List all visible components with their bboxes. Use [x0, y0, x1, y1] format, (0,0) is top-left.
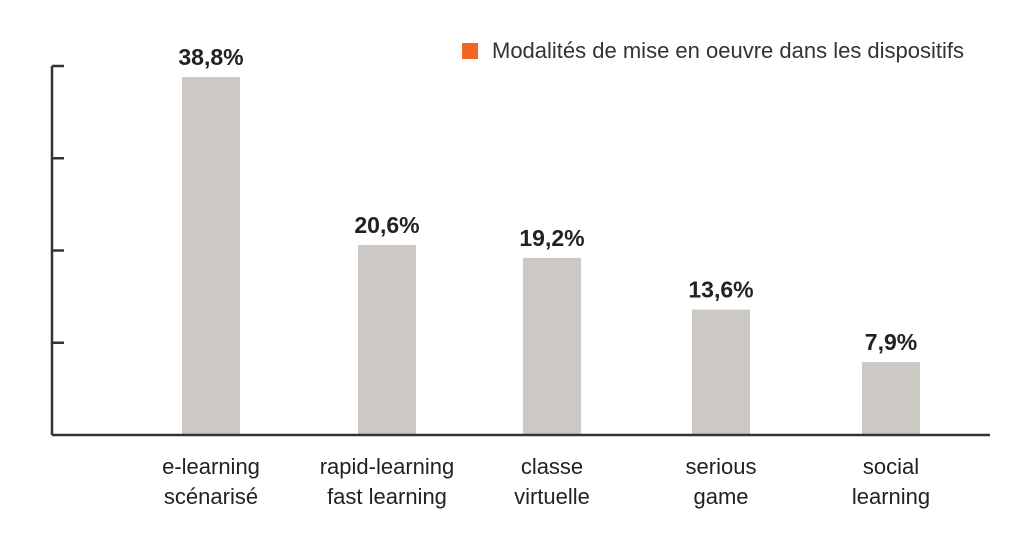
- value-labels-group: 38,8% 20,6% 19,2% 13,6% 7,9%: [178, 44, 917, 355]
- bar: [692, 309, 750, 435]
- category-label: rapid-learning: [320, 454, 455, 479]
- legend-swatch: [462, 43, 478, 59]
- category-label: learning: [852, 484, 930, 509]
- value-label: 20,6%: [354, 212, 419, 238]
- value-label: 38,8%: [178, 44, 243, 70]
- category-label: social: [863, 454, 919, 479]
- category-label: virtuelle: [514, 484, 590, 509]
- value-label: 19,2%: [519, 225, 584, 251]
- bar: [182, 77, 240, 435]
- legend: Modalités de mise en oeuvre dans les dis…: [462, 38, 964, 64]
- category-label: fast learning: [327, 484, 447, 509]
- axes-group: [50, 64, 990, 437]
- category-label: classe: [521, 454, 583, 479]
- bar: [358, 244, 416, 435]
- value-label: 13,6%: [688, 277, 753, 303]
- category-label: serious: [686, 454, 757, 479]
- bar: [523, 257, 581, 435]
- bars-group: [182, 77, 920, 435]
- value-label: 7,9%: [865, 329, 917, 355]
- category-label: e-learning: [162, 454, 260, 479]
- category-labels-group: e-learning scénarisé rapid-learning fast le…: [162, 454, 930, 509]
- category-label: game: [693, 484, 748, 509]
- bar: [862, 362, 920, 435]
- legend-label: Modalités de mise en oeuvre dans les dis…: [492, 38, 965, 63]
- category-label: scénarisé: [164, 484, 258, 509]
